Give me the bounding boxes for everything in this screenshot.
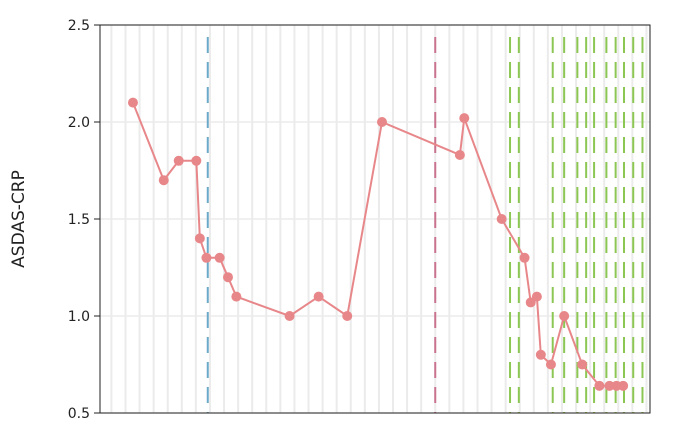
data-point <box>545 359 556 370</box>
data-point <box>127 97 138 108</box>
data-point <box>158 175 169 186</box>
data-point <box>559 311 570 321</box>
data-point <box>284 311 295 321</box>
y-axis-title: ASDAS-CRP <box>9 170 29 268</box>
data-point <box>618 380 629 391</box>
data-point <box>496 214 507 224</box>
data-point <box>377 117 387 127</box>
data-point <box>454 149 465 160</box>
data-point <box>577 359 588 370</box>
y-axis: 0.5 1.0 1.5 2.0 2.5 <box>68 18 100 422</box>
data-point <box>194 233 205 244</box>
y-tick-label: 2.5 <box>68 18 90 34</box>
data-point <box>191 155 202 166</box>
data-point <box>231 291 242 302</box>
data-point <box>604 380 615 391</box>
data-point <box>459 113 470 124</box>
y-tick-label: 0.5 <box>68 406 90 422</box>
data-point <box>214 252 225 263</box>
y-tick-label: 2.0 <box>68 115 90 131</box>
data-point <box>201 252 212 263</box>
y-tick-label: 1.0 <box>68 309 90 325</box>
data-point <box>342 311 353 321</box>
y-tick-label: 1.5 <box>68 212 90 228</box>
series-layer <box>127 97 629 391</box>
data-point <box>531 291 542 302</box>
grid-layer <box>100 24 650 414</box>
data-point <box>173 155 184 166</box>
data-point <box>594 380 605 391</box>
data-point <box>223 272 233 283</box>
data-point <box>313 291 324 302</box>
data-point <box>535 349 546 360</box>
data-point <box>519 252 530 263</box>
event-lines <box>206 37 644 413</box>
